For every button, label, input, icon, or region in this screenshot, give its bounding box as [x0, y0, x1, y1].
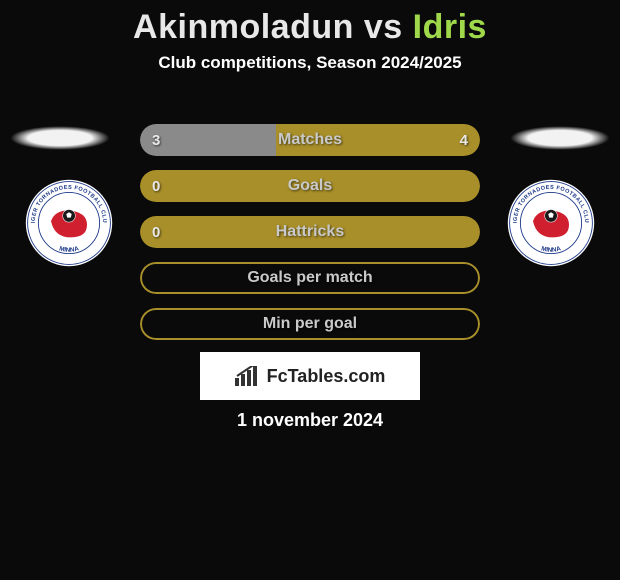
player-right-shadow — [510, 126, 610, 150]
date-text: 1 november 2024 — [0, 410, 620, 431]
stat-row: Goals0 — [140, 170, 480, 202]
stat-row: Hattricks0 — [140, 216, 480, 248]
vs-text: vs — [364, 8, 403, 46]
brand-chart-icon — [235, 366, 261, 386]
player-left-name: Akinmoladun — [133, 8, 354, 46]
stat-row: Matches3 4 — [140, 124, 480, 156]
club-logo-right: NIGER TORNADOES FOOTBALL CLUB MINNA — [506, 178, 596, 268]
comparison-bars: Matches34Goals0Hattricks0Goals per match… — [140, 124, 480, 354]
stat-label: Matches — [140, 124, 480, 156]
stat-label: Hattricks — [140, 216, 480, 248]
page-title: Akinmoladun vs Idris — [0, 0, 620, 47]
stat-label: Min per goal — [140, 308, 480, 340]
player-left-shadow — [10, 126, 110, 150]
stat-row: Min per goal — [140, 308, 480, 340]
subtitle: Club competitions, Season 2024/2025 — [0, 53, 620, 73]
stat-value-left: 0 — [152, 170, 160, 202]
brand-text: FcTables.com — [267, 366, 386, 387]
stat-row: Goals per match — [140, 262, 480, 294]
club-logo-left: NIGER TORNADOES FOOTBALL CLUB MINNA — [24, 178, 114, 268]
stat-label: Goals — [140, 170, 480, 202]
stat-value-right: 4 — [460, 124, 468, 156]
stat-label: Goals per match — [140, 262, 480, 294]
stat-value-left: 3 — [152, 124, 160, 156]
player-right-name: Idris — [413, 8, 487, 46]
stat-value-left: 0 — [152, 216, 160, 248]
brand-box: FcTables.com — [200, 352, 420, 400]
